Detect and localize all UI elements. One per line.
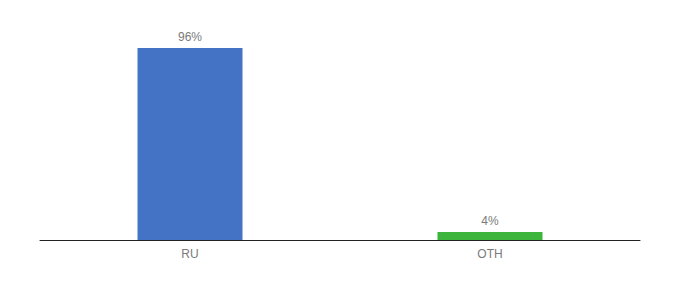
svg-text:96%: 96% bbox=[178, 30, 202, 44]
svg-text:OTH: OTH bbox=[477, 247, 502, 261]
svg-text:4%: 4% bbox=[481, 214, 499, 228]
svg-text:RU: RU bbox=[181, 247, 198, 261]
